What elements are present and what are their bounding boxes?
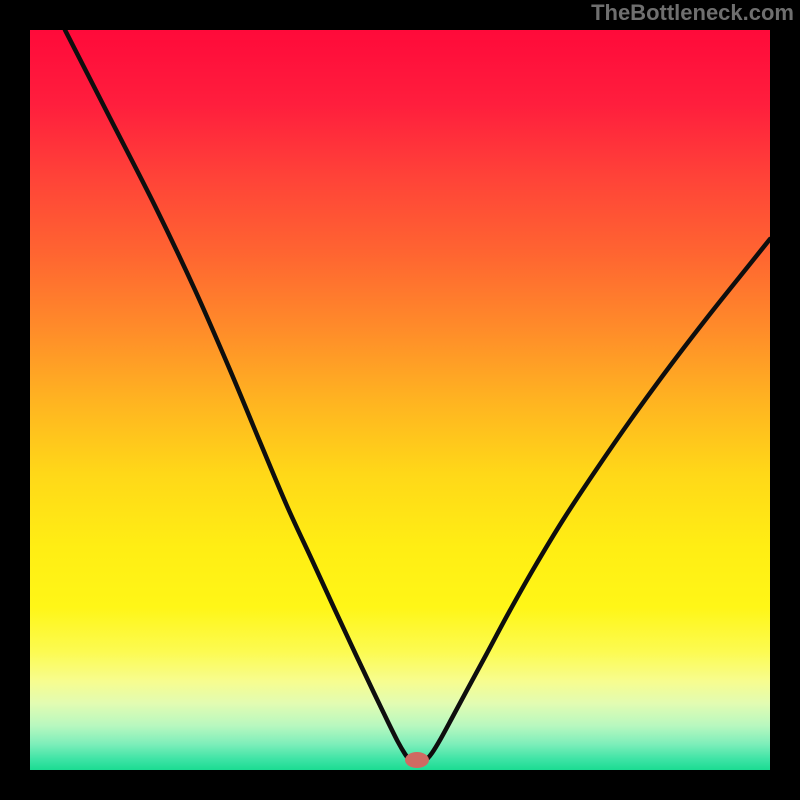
optimal-point-marker <box>405 752 429 768</box>
bottleneck-chart <box>0 0 800 800</box>
chart-container: TheBottleneck.com <box>0 0 800 800</box>
chart-plot-area <box>30 30 770 770</box>
watermark-text: TheBottleneck.com <box>591 0 794 26</box>
